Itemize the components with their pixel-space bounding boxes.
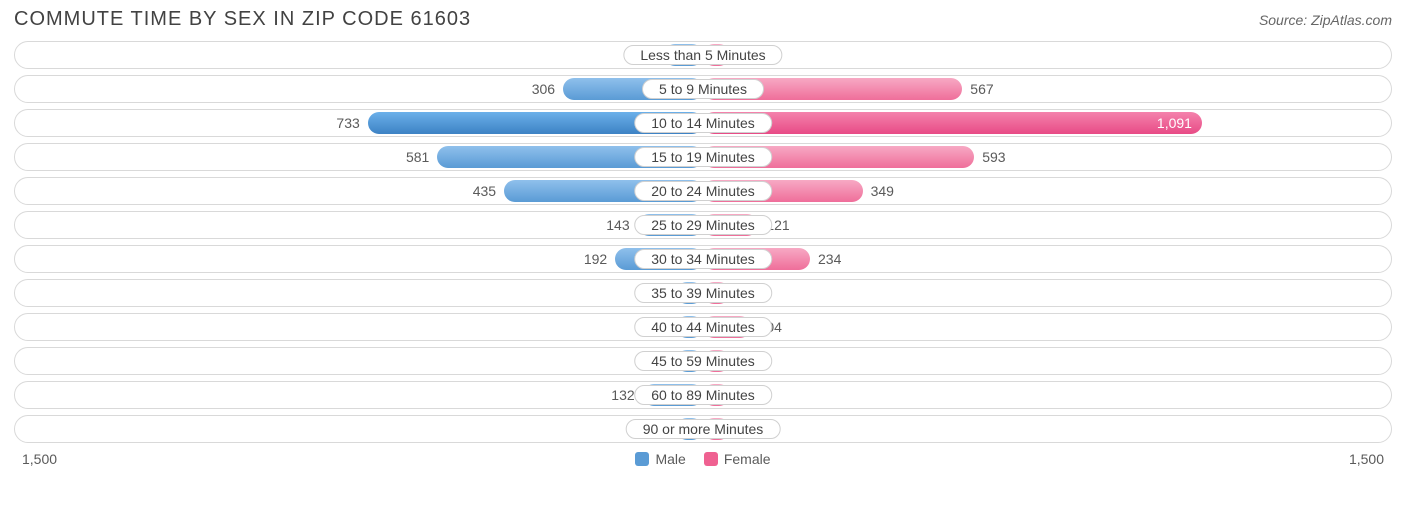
legend-female-label: Female [724, 451, 771, 467]
male-value-label: 192 [584, 251, 607, 267]
category-label: 30 to 34 Minutes [634, 249, 772, 269]
female-value-label: 593 [982, 149, 1005, 165]
male-value-label: 581 [406, 149, 429, 165]
chart-row: 581 593 15 to 19 Minutes [14, 143, 1392, 171]
male-value-label: 435 [473, 183, 496, 199]
legend-item-male: Male [635, 451, 685, 467]
category-label: 35 to 39 Minutes [634, 283, 772, 303]
chart-source: Source: ZipAtlas.com [1259, 12, 1392, 28]
category-label: 45 to 59 Minutes [634, 351, 772, 371]
male-value-label: 143 [606, 217, 629, 233]
category-label: 5 to 9 Minutes [642, 79, 764, 99]
chart-row: 29035 to 39 Minutes [14, 279, 1392, 307]
chart-title: COMMUTE TIME BY SEX IN ZIP CODE 61603 [14, 8, 471, 31]
axis-max-left: 1,500 [22, 451, 57, 467]
chart-row: 1321660 to 89 Minutes [14, 381, 1392, 409]
chart-row: 283945 to 59 Minutes [14, 347, 1392, 375]
male-value-label: 132 [611, 387, 634, 403]
category-label: 40 to 44 Minutes [634, 317, 772, 337]
chart-area: 8555Less than 5 Minutes 306 567 5 to 9 Minu… [0, 41, 1406, 443]
chart-row: 8555Less than 5 Minutes [14, 41, 1392, 69]
category-label: Less than 5 Minutes [623, 45, 782, 65]
category-label: 25 to 29 Minutes [634, 215, 772, 235]
chart-row: 435 349 20 to 24 Minutes [14, 177, 1392, 205]
female-value-label: 1,091 [1157, 115, 1192, 131]
female-value-label: 349 [871, 183, 894, 199]
female-value-label: 567 [970, 81, 993, 97]
female-value-label: 234 [818, 251, 841, 267]
male-value-label: 733 [336, 115, 359, 131]
chart-header: COMMUTE TIME BY SEX IN ZIP CODE 61603 So… [0, 0, 1406, 41]
chart-row: 30090 or more Minutes [14, 415, 1392, 443]
legend-male-label: Male [655, 451, 685, 467]
category-label: 20 to 24 Minutes [634, 181, 772, 201]
legend-item-female: Female [704, 451, 771, 467]
legend: Male Female [57, 451, 1349, 467]
chart-row: 2810440 to 44 Minutes [14, 313, 1392, 341]
category-label: 10 to 14 Minutes [634, 113, 772, 133]
axis-max-right: 1,500 [1349, 451, 1384, 467]
male-swatch-icon [635, 452, 649, 466]
category-label: 90 or more Minutes [626, 419, 781, 439]
female-swatch-icon [704, 452, 718, 466]
male-value-label: 306 [532, 81, 555, 97]
chart-row: 733 1,091 10 to 14 Minutes [14, 109, 1392, 137]
chart-row: 192 234 30 to 34 Minutes [14, 245, 1392, 273]
chart-row: 14312125 to 29 Minutes [14, 211, 1392, 239]
category-label: 60 to 89 Minutes [634, 385, 772, 405]
category-label: 15 to 19 Minutes [634, 147, 772, 167]
chart-row: 306 567 5 to 9 Minutes [14, 75, 1392, 103]
chart-footer: 1,500 Male Female 1,500 [0, 449, 1406, 467]
female-bar [703, 112, 1202, 134]
